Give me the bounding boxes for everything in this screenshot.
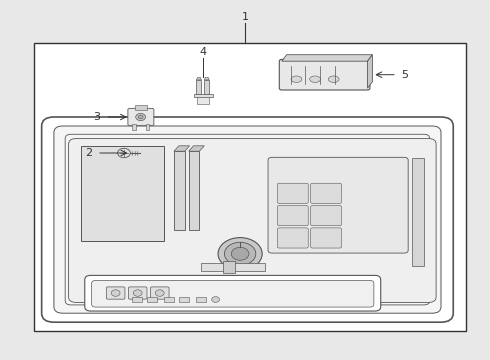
Circle shape [155,290,164,296]
Ellipse shape [310,76,320,82]
Bar [174,151,185,230]
Bar [189,151,199,230]
FancyBboxPatch shape [279,59,370,90]
Text: 2: 2 [85,148,92,158]
FancyBboxPatch shape [311,183,342,203]
FancyBboxPatch shape [277,206,308,226]
FancyBboxPatch shape [128,108,154,126]
Bar [204,80,209,94]
Circle shape [231,247,249,260]
Bar [196,297,206,302]
Bar [201,263,265,271]
Bar [194,94,213,97]
Circle shape [111,290,120,296]
Circle shape [138,115,143,119]
Circle shape [218,238,262,270]
FancyBboxPatch shape [268,157,408,253]
FancyBboxPatch shape [54,126,441,313]
FancyBboxPatch shape [311,228,342,248]
Bar [146,124,149,130]
Bar [196,80,201,94]
FancyBboxPatch shape [277,183,308,203]
Bar [164,297,174,302]
Text: 4: 4 [200,47,207,57]
Bar [132,297,142,302]
FancyBboxPatch shape [277,228,308,248]
Bar [132,124,136,130]
FancyBboxPatch shape [42,117,453,322]
Polygon shape [282,55,372,61]
FancyBboxPatch shape [65,134,430,305]
FancyBboxPatch shape [92,280,374,307]
Circle shape [118,148,130,158]
Circle shape [212,297,220,302]
Bar [197,97,209,104]
Circle shape [136,113,146,121]
FancyBboxPatch shape [311,206,342,226]
FancyBboxPatch shape [128,287,147,299]
Text: 5: 5 [401,70,408,80]
Text: 3: 3 [94,112,100,122]
Bar [147,297,157,302]
Polygon shape [204,77,209,80]
FancyBboxPatch shape [85,275,381,311]
Polygon shape [189,146,204,151]
Polygon shape [368,55,372,88]
Polygon shape [81,146,164,241]
Circle shape [133,290,142,296]
Ellipse shape [328,76,339,82]
Bar [223,261,235,273]
Circle shape [224,242,256,265]
Bar [412,158,424,266]
Polygon shape [196,77,201,80]
Bar [135,105,147,110]
FancyBboxPatch shape [69,139,436,302]
FancyBboxPatch shape [150,287,169,299]
Bar [179,297,189,302]
Polygon shape [174,146,190,151]
Text: 1: 1 [242,12,248,22]
FancyBboxPatch shape [106,287,125,299]
Bar [34,43,465,331]
Ellipse shape [291,76,302,82]
